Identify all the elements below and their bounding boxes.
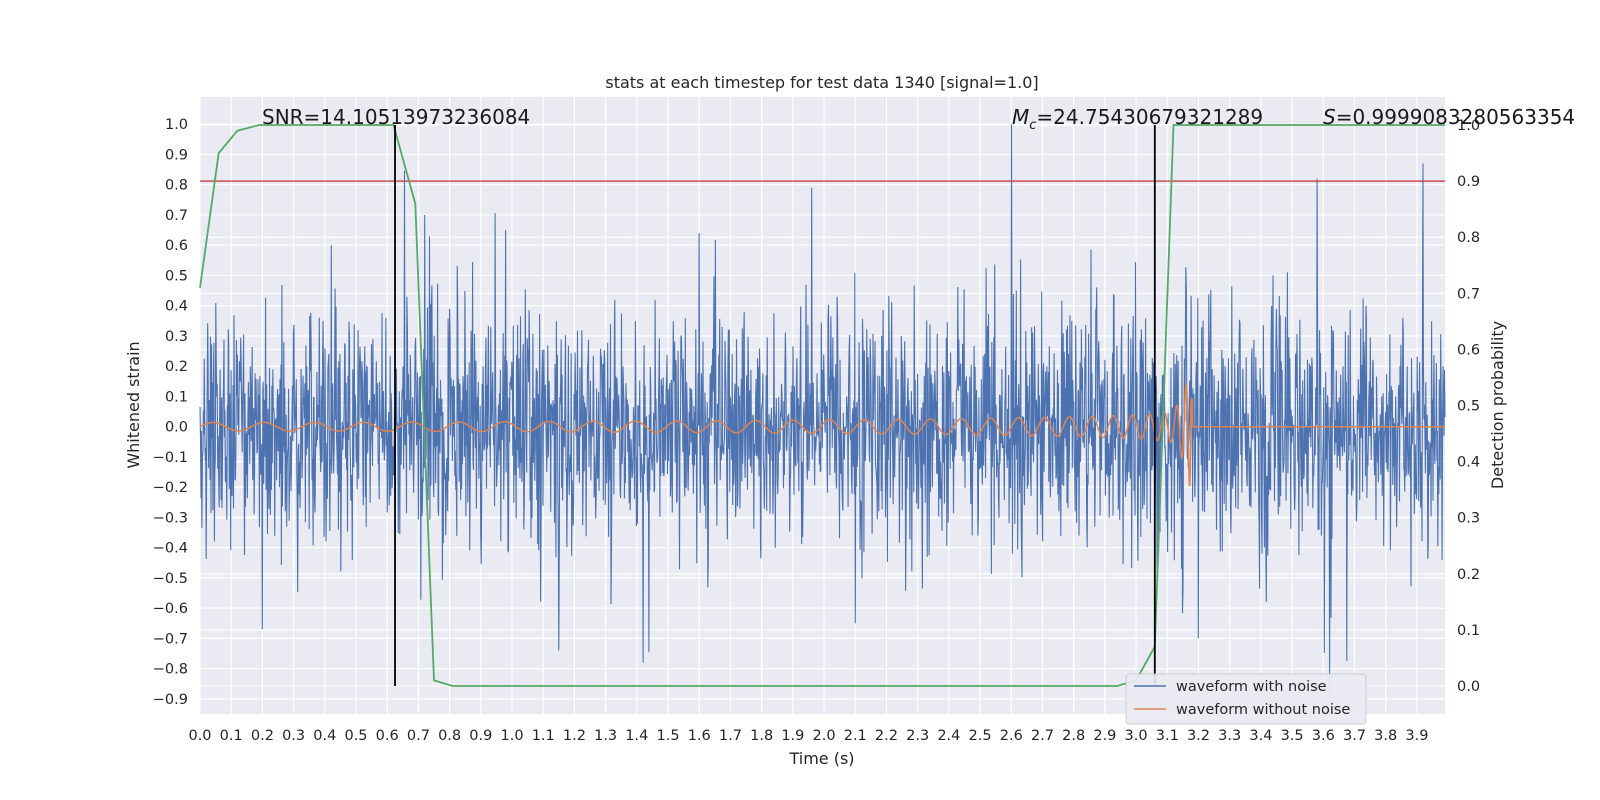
- x-tick-label: 0.9: [469, 728, 492, 744]
- y2-tick-label: 0.5: [1457, 399, 1480, 415]
- chart-title: stats at each timestep for test data 134…: [605, 73, 1038, 92]
- x-tick-label: 2.6: [1000, 728, 1023, 744]
- y-tick-label: 0.4: [165, 299, 188, 315]
- x-tick-label: 1.8: [750, 728, 773, 744]
- x-tick-label: 2.7: [1031, 728, 1054, 744]
- x-tick-label: 1.0: [500, 728, 523, 744]
- y-axis-label: Whitened strain: [124, 341, 143, 468]
- x-tick-label: 0.4: [313, 728, 336, 744]
- chirp-mass-symbol: M: [1012, 105, 1029, 129]
- x-tick-label: 0.3: [282, 728, 305, 744]
- x-tick-label: 3.1: [1156, 728, 1179, 744]
- score-value: =0.9999083280563354: [1336, 105, 1575, 129]
- x-tick-label: 2.4: [937, 728, 960, 744]
- y-tick-label: 0.6: [165, 238, 188, 254]
- y-tick-labels: 1.0 0.9 0.8 0.7 0.6 0.5 0.4 0.3 0.2 0.1 0.0 −0.1 −0.…: [153, 117, 188, 708]
- x-tick-label: 3.8: [1374, 728, 1397, 744]
- chirp-mass-value: =24.75430679321289: [1036, 105, 1263, 129]
- y-tick-label: 0.9: [165, 147, 188, 163]
- y2-tick-label: 0.1: [1457, 623, 1480, 639]
- chirp-mass-annotation: Mc=24.75430679321289: [1012, 105, 1263, 133]
- y-tick-label: −0.2: [153, 480, 188, 496]
- x-tick-label: 1.4: [625, 728, 648, 744]
- gridlines: [199, 97, 1445, 714]
- legend-label-with-noise: waveform with noise: [1176, 679, 1327, 695]
- chirp-waveform-line: [199, 382, 1445, 487]
- x-tick-label: 2.9: [1093, 728, 1116, 744]
- y-tick-label: 0.1: [165, 389, 188, 405]
- y2-tick-labels: 1.0 0.9 0.8 0.7 0.6 0.5 0.4 0.3 0.2 0.1 0.0: [1457, 118, 1480, 695]
- x-tick-label: 2.3: [906, 728, 929, 744]
- score-annotation: S=0.9999083280563354: [1323, 105, 1575, 129]
- legend-label-without-noise: waveform without noise: [1176, 702, 1350, 718]
- probability-line: [199, 124, 1445, 687]
- x-tick-label: 0.8: [438, 728, 461, 744]
- y-tick-label: −0.5: [153, 571, 188, 587]
- y-tick-label: −0.9: [153, 692, 188, 708]
- x-tick-label: 1.6: [688, 728, 711, 744]
- x-tick-label: 2.0: [813, 728, 836, 744]
- x-tick-label: 2.5: [969, 728, 992, 744]
- y-tick-label: −0.7: [153, 631, 188, 647]
- x-tick-label: 1.1: [532, 728, 555, 744]
- x-tick-label: 2.1: [844, 728, 867, 744]
- series-detection-probability: [199, 124, 1445, 687]
- y-tick-label: 0.7: [165, 208, 188, 224]
- y2-tick-label: 0.8: [1457, 230, 1480, 246]
- x-tick-label: 3.2: [1187, 728, 1210, 744]
- y2-tick-label: 0.9: [1457, 174, 1480, 190]
- legend: waveform with noise waveform without noi…: [1125, 673, 1367, 725]
- noise-waveform-line: [199, 124, 1446, 693]
- y-tick-label: 0.3: [165, 329, 188, 345]
- y-tick-label: −0.4: [153, 541, 188, 557]
- score-symbol: S: [1323, 105, 1336, 129]
- x-tick-label: 1.5: [657, 728, 680, 744]
- series-waveform-without-noise: [199, 382, 1445, 487]
- x-tick-label: 3.3: [1218, 728, 1241, 744]
- y-tick-label: −0.8: [153, 662, 188, 678]
- event-vertical-lines: [394, 125, 1156, 686]
- x-tick-label: 0.0: [188, 728, 211, 744]
- x-tick-label: 3.0: [1125, 728, 1148, 744]
- x-tick-label: 1.2: [563, 728, 586, 744]
- y2-tick-label: 0.3: [1457, 511, 1480, 527]
- y2-tick-label: 0.4: [1457, 455, 1480, 471]
- snr-annotation: SNR=14.10513973236084: [262, 105, 530, 129]
- y-tick-label: 1.0: [165, 117, 188, 133]
- y-tick-label: 0.2: [165, 359, 188, 375]
- x-tick-label: 0.1: [220, 728, 243, 744]
- y2-tick-label: 0.7: [1457, 286, 1480, 302]
- x-axis-label: Time (s): [788, 749, 854, 768]
- x-tick-label: 3.9: [1405, 728, 1428, 744]
- x-tick-label: 0.5: [344, 728, 367, 744]
- x-tick-label: 0.2: [251, 728, 274, 744]
- y-tick-label: −0.1: [153, 450, 188, 466]
- x-tick-label: 2.8: [1062, 728, 1085, 744]
- x-tick-label: 3.4: [1249, 728, 1272, 744]
- series-waveform-with-noise: [199, 124, 1446, 693]
- y2-tick-label: 0.6: [1457, 342, 1480, 358]
- y-tick-label: −0.6: [153, 601, 188, 617]
- y-tick-label: 0.0: [165, 420, 188, 436]
- y2-axis-label: Detection probability: [1488, 321, 1507, 489]
- x-tick-label: 2.2: [875, 728, 898, 744]
- x-tick-labels: 0.0 0.1 0.2 0.3 0.4 0.5 0.6 0.7 0.8 0.9 1.0 1.1 1.2 1…: [188, 728, 1428, 744]
- y2-tick-label: 0.0: [1457, 679, 1480, 695]
- y-tick-label: 0.8: [165, 178, 188, 194]
- x-tick-label: 1.7: [719, 728, 742, 744]
- x-tick-label: 3.6: [1312, 728, 1335, 744]
- y-tick-label: −0.3: [153, 510, 188, 526]
- y-tick-label: 0.5: [165, 268, 188, 284]
- legend-box: [1125, 673, 1367, 725]
- x-tick-label: 1.9: [781, 728, 804, 744]
- y2-tick-label: 0.2: [1457, 567, 1480, 583]
- chirp-mass-subscript: c: [1029, 118, 1036, 133]
- x-tick-label: 3.7: [1343, 728, 1366, 744]
- x-tick-label: 3.5: [1281, 728, 1304, 744]
- y2-tick-label: 1.0: [1457, 118, 1480, 134]
- x-tick-label: 0.6: [376, 728, 399, 744]
- x-tick-label: 0.7: [407, 728, 430, 744]
- x-tick-label: 1.3: [594, 728, 617, 744]
